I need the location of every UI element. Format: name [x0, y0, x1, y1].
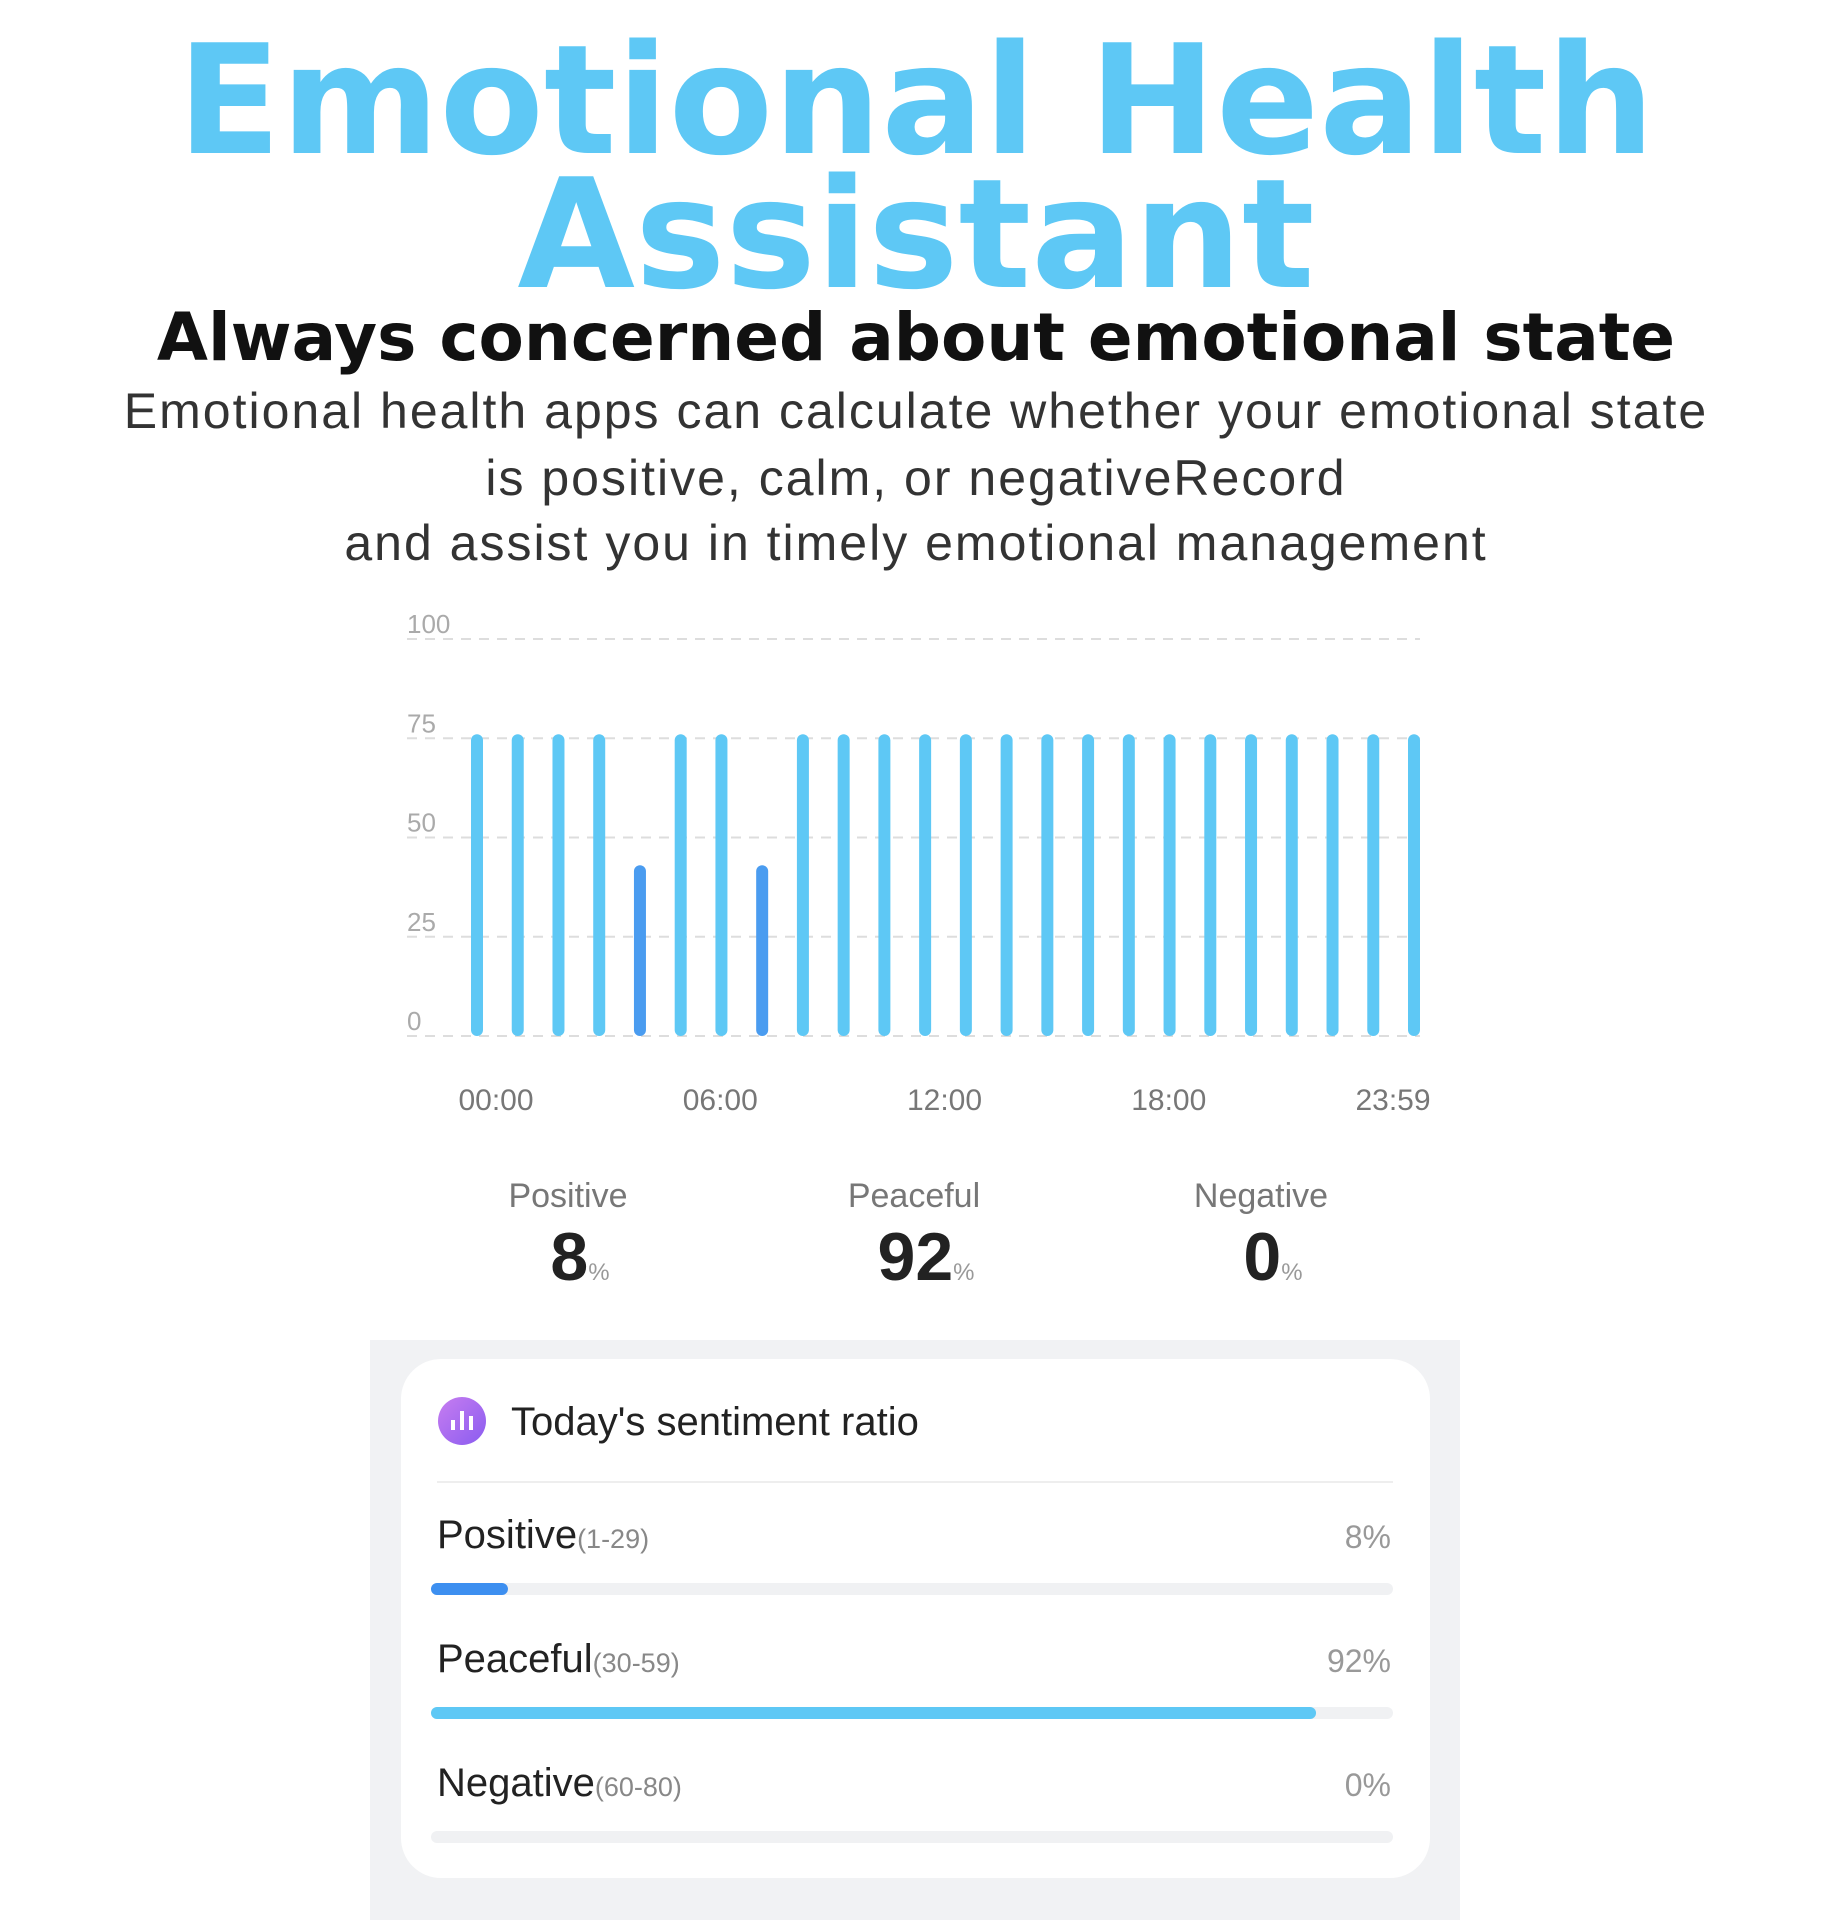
bar: [633, 865, 646, 1036]
icon-bar: [460, 1411, 464, 1430]
stat-number: 8: [550, 1219, 588, 1295]
stat-label: Negative: [1194, 1177, 1328, 1215]
x-tick-label: 12:00: [907, 1084, 982, 1117]
row-value: 0%: [1345, 1767, 1391, 1803]
row-name: Negative: [437, 1761, 595, 1805]
bar: [796, 734, 809, 1036]
y-tick-label: 0: [407, 1006, 421, 1036]
bar: [837, 734, 850, 1036]
stat-value: 92%: [878, 1219, 975, 1295]
y-tick-label: 25: [407, 907, 436, 937]
x-tick-label: 06:00: [683, 1084, 758, 1117]
row-label: Negative(60-80): [437, 1761, 682, 1805]
y-tick-label: 100: [407, 609, 450, 639]
progress-fill: [431, 1583, 508, 1595]
progress-fill: [431, 1707, 1317, 1719]
stat-unit: %: [1281, 1259, 1302, 1286]
stat-label: Positive: [508, 1177, 627, 1215]
row-label: Positive(1-29): [437, 1513, 649, 1557]
progress-track: [431, 1831, 1393, 1843]
icon-bar: [469, 1416, 473, 1430]
bar: [1367, 734, 1380, 1036]
bar: [471, 734, 483, 1036]
stat-label: Peaceful: [848, 1177, 980, 1215]
x-tick-label: 18:00: [1131, 1084, 1206, 1117]
stat-unit: %: [588, 1259, 609, 1286]
y-tick-label: 75: [407, 708, 436, 738]
description: is positive, calm, or negativeRecord: [485, 450, 1346, 506]
stat-value: 0%: [1243, 1219, 1302, 1295]
stat-unit: %: [953, 1259, 974, 1286]
title: Assistant: [517, 146, 1314, 323]
bar: [1285, 734, 1298, 1036]
bar: [715, 734, 728, 1036]
bar: [878, 734, 891, 1036]
row-range: (1-29): [577, 1524, 649, 1554]
bar: [1163, 734, 1176, 1036]
bar: [1082, 734, 1095, 1036]
description: and assist you in timely emotional manag…: [344, 515, 1487, 571]
y-tick-label: 50: [407, 808, 436, 838]
description: Emotional health apps can calculate whet…: [124, 383, 1708, 439]
bar: [959, 734, 972, 1036]
row-value: 8%: [1345, 1519, 1391, 1555]
bar: [1000, 734, 1013, 1036]
icon-bar: [451, 1420, 455, 1430]
bar: [511, 734, 524, 1036]
bar: [1245, 734, 1258, 1036]
subtitle: Always concerned about emotional state: [157, 299, 1675, 376]
card: [401, 1359, 1430, 1878]
x-tick-label: 23:59: [1355, 1084, 1430, 1117]
row-name: Peaceful: [437, 1637, 593, 1681]
bar: [756, 865, 769, 1036]
stat-number: 92: [878, 1219, 954, 1295]
bar: [1041, 734, 1054, 1036]
bar: [552, 734, 565, 1036]
stat-value: 8%: [550, 1219, 609, 1295]
bar: [1408, 734, 1420, 1036]
row-value: 92%: [1327, 1643, 1391, 1679]
bar: [1204, 734, 1217, 1036]
bar: [593, 734, 606, 1036]
bar: [919, 734, 932, 1036]
x-tick-label: 00:00: [458, 1084, 533, 1117]
stat-number: 0: [1243, 1219, 1281, 1295]
row-range: (30-59): [593, 1648, 680, 1678]
card-title: Today's sentiment ratio: [511, 1400, 919, 1444]
row-label: Peaceful(30-59): [437, 1637, 680, 1681]
title: Emotional Health: [177, 12, 1654, 189]
bar: [1122, 734, 1135, 1036]
bar: [674, 734, 687, 1036]
progress-track: [431, 1583, 1393, 1595]
bar: [1326, 734, 1339, 1036]
row-range: (60-80): [595, 1772, 682, 1802]
row-name: Positive: [437, 1513, 577, 1557]
